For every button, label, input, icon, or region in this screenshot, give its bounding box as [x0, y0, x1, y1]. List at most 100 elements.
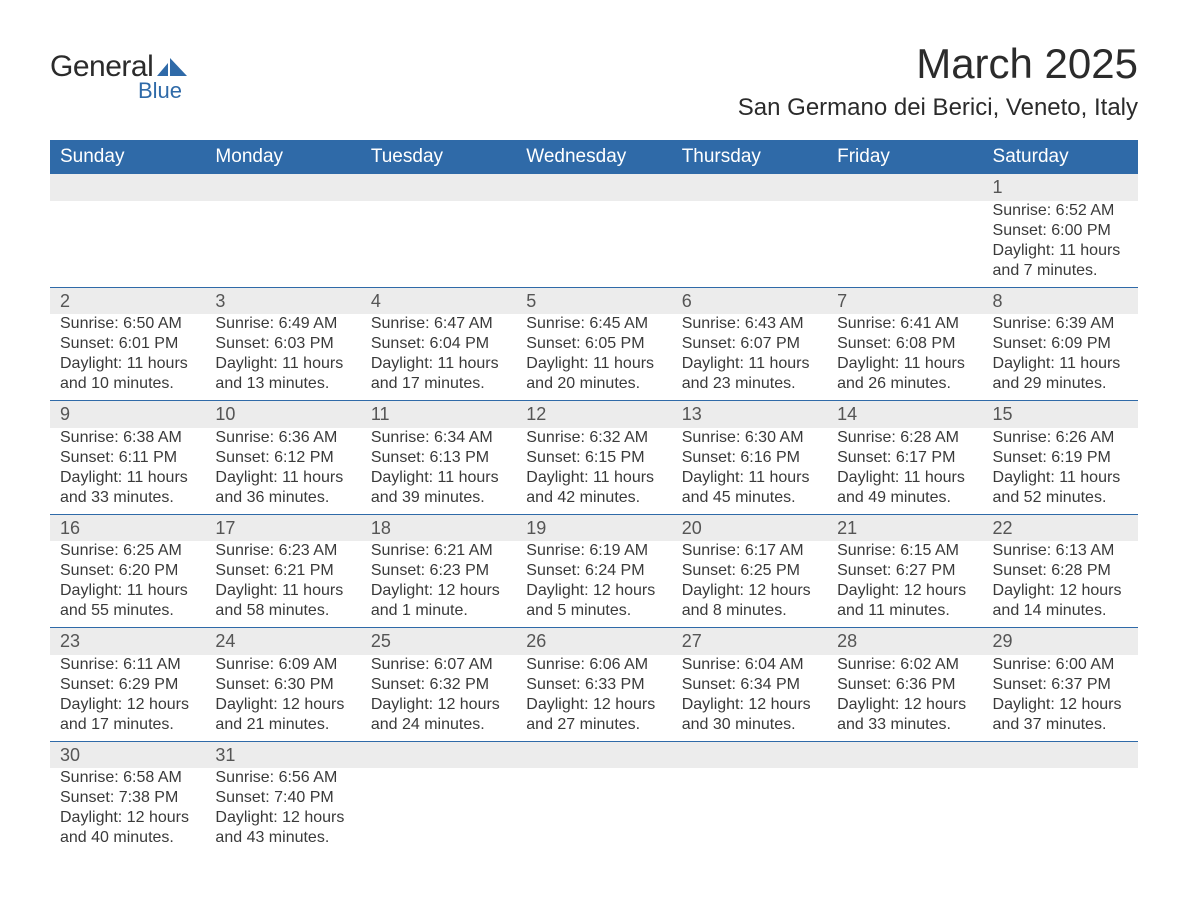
day-detail-cell — [672, 201, 827, 288]
sunrise-line: Sunrise: 6:38 AM — [60, 428, 195, 448]
sunset-line: Sunset: 6:15 PM — [526, 448, 661, 468]
daylight-line: Daylight: 12 hours and 17 minutes. — [60, 695, 195, 735]
sunset-line: Sunset: 6:32 PM — [371, 675, 506, 695]
daylight-line: Daylight: 11 hours and 49 minutes. — [837, 468, 972, 508]
sunrise-line: Sunrise: 6:25 AM — [60, 541, 195, 561]
week-daynum-row: 16171819202122 — [50, 514, 1138, 541]
day-detail-cell — [516, 201, 671, 288]
sunrise-line: Sunrise: 6:17 AM — [682, 541, 817, 561]
day-header: Monday — [205, 140, 360, 174]
week-detail-row: Sunrise: 6:50 AMSunset: 6:01 PM Daylight:… — [50, 314, 1138, 401]
daylight-line: Daylight: 11 hours and 13 minutes. — [215, 354, 350, 394]
day-number-cell: 11 — [361, 401, 516, 428]
week-daynum-row: 3031 — [50, 741, 1138, 768]
day-number-cell: 2 — [50, 287, 205, 314]
day-detail-cell: Sunrise: 6:47 AMSunset: 6:04 PMDaylight:… — [361, 314, 516, 401]
day-number-cell: 17 — [205, 514, 360, 541]
daylight-line: Daylight: 11 hours and 26 minutes. — [837, 354, 972, 394]
day-number-cell: 19 — [516, 514, 671, 541]
daylight-line: Daylight: 12 hours and 1 minute. — [371, 581, 506, 621]
sunrise-line: Sunrise: 6:47 AM — [371, 314, 506, 334]
day-detail-cell: Sunrise: 6:45 AMSunset: 6:05 PMDaylight:… — [516, 314, 671, 401]
day-number-cell: 4 — [361, 287, 516, 314]
day-detail-cell: Sunrise: 6:30 AMSunset: 6:16 PMDaylight:… — [672, 428, 827, 515]
location-subtitle: San Germano dei Berici, Veneto, Italy — [738, 94, 1138, 122]
daylight-line: Daylight: 12 hours and 8 minutes. — [682, 581, 817, 621]
day-number-cell: 23 — [50, 628, 205, 655]
sunrise-line: Sunrise: 6:15 AM — [837, 541, 972, 561]
day-detail-cell — [50, 201, 205, 288]
day-number-cell — [516, 741, 671, 768]
day-detail-cell: Sunrise: 6:07 AMSunset: 6:32 PMDaylight:… — [361, 655, 516, 742]
sunrise-line: Sunrise: 6:11 AM — [60, 655, 195, 675]
day-detail-cell: Sunrise: 6:15 AMSunset: 6:27 PMDaylight:… — [827, 541, 982, 628]
daylight-line: Daylight: 12 hours and 24 minutes. — [371, 695, 506, 735]
sunset-line: Sunset: 6:33 PM — [526, 675, 661, 695]
day-detail-cell — [672, 768, 827, 854]
day-detail-cell — [827, 201, 982, 288]
sunset-line: Sunset: 6:21 PM — [215, 561, 350, 581]
daylight-line: Daylight: 12 hours and 33 minutes. — [837, 695, 972, 735]
day-detail-cell: Sunrise: 6:52 AMSunset: 6:00 PMDaylight:… — [983, 201, 1138, 288]
sunset-line: Sunset: 6:09 PM — [993, 334, 1128, 354]
day-number-cell: 14 — [827, 401, 982, 428]
sunrise-line: Sunrise: 6:36 AM — [215, 428, 350, 448]
sunrise-line: Sunrise: 6:09 AM — [215, 655, 350, 675]
day-detail-cell: Sunrise: 6:09 AMSunset: 6:30 PMDaylight:… — [205, 655, 360, 742]
sunrise-line: Sunrise: 6:30 AM — [682, 428, 817, 448]
daylight-line: Daylight: 11 hours and 42 minutes. — [526, 468, 661, 508]
daylight-line: Daylight: 12 hours and 14 minutes. — [993, 581, 1128, 621]
daylight-line: Daylight: 12 hours and 43 minutes. — [215, 808, 350, 848]
daylight-line: Daylight: 11 hours and 55 minutes. — [60, 581, 195, 621]
day-header: Saturday — [983, 140, 1138, 174]
sunset-line: Sunset: 6:37 PM — [993, 675, 1128, 695]
daylight-line: Daylight: 12 hours and 21 minutes. — [215, 695, 350, 735]
day-detail-cell: Sunrise: 6:17 AMSunset: 6:25 PMDaylight:… — [672, 541, 827, 628]
week-detail-row: Sunrise: 6:52 AMSunset: 6:00 PMDaylight:… — [50, 201, 1138, 288]
day-detail-cell — [516, 768, 671, 854]
day-header: Sunday — [50, 140, 205, 174]
sunset-line: Sunset: 6:23 PM — [371, 561, 506, 581]
day-detail-cell — [827, 768, 982, 854]
day-number-cell: 1 — [983, 174, 1138, 201]
week-daynum-row: 2345678 — [50, 287, 1138, 314]
sunset-line: Sunset: 7:40 PM — [215, 788, 350, 808]
day-detail-cell: Sunrise: 6:13 AMSunset: 6:28 PMDaylight:… — [983, 541, 1138, 628]
sunset-line: Sunset: 7:38 PM — [60, 788, 195, 808]
daylight-line: Daylight: 12 hours and 5 minutes. — [526, 581, 661, 621]
day-header: Thursday — [672, 140, 827, 174]
sunrise-line: Sunrise: 6:32 AM — [526, 428, 661, 448]
sunset-line: Sunset: 6:13 PM — [371, 448, 506, 468]
week-detail-row: Sunrise: 6:38 AMSunset: 6:11 PMDaylight:… — [50, 428, 1138, 515]
day-number-cell: 27 — [672, 628, 827, 655]
day-detail-cell: Sunrise: 6:34 AMSunset: 6:13 PMDaylight:… — [361, 428, 516, 515]
sunset-line: Sunset: 6:01 PM — [60, 334, 195, 354]
day-number-cell: 9 — [50, 401, 205, 428]
day-number-cell: 25 — [361, 628, 516, 655]
sunrise-line: Sunrise: 6:06 AM — [526, 655, 661, 675]
day-number-cell: 28 — [827, 628, 982, 655]
day-detail-cell: Sunrise: 6:32 AMSunset: 6:15 PMDaylight:… — [516, 428, 671, 515]
daylight-line: Daylight: 12 hours and 40 minutes. — [60, 808, 195, 848]
brand-word-2: Blue — [138, 78, 182, 104]
day-number-cell: 3 — [205, 287, 360, 314]
daylight-line: Daylight: 12 hours and 30 minutes. — [682, 695, 817, 735]
day-number-cell: 6 — [672, 287, 827, 314]
daylight-line: Daylight: 11 hours and 36 minutes. — [215, 468, 350, 508]
brand-mark-icon — [157, 54, 187, 76]
day-header: Wednesday — [516, 140, 671, 174]
day-number-cell: 26 — [516, 628, 671, 655]
sunrise-line: Sunrise: 6:28 AM — [837, 428, 972, 448]
week-detail-row: Sunrise: 6:25 AMSunset: 6:20 PMDaylight:… — [50, 541, 1138, 628]
daylight-line: Daylight: 11 hours and 58 minutes. — [215, 581, 350, 621]
day-number-cell: 20 — [672, 514, 827, 541]
daylight-line: Daylight: 12 hours and 37 minutes. — [993, 695, 1128, 735]
sunrise-line: Sunrise: 6:50 AM — [60, 314, 195, 334]
month-title: March 2025 — [738, 40, 1138, 88]
sunrise-line: Sunrise: 6:39 AM — [993, 314, 1128, 334]
sunrise-line: Sunrise: 6:43 AM — [682, 314, 817, 334]
day-detail-cell — [983, 768, 1138, 854]
sunrise-line: Sunrise: 6:56 AM — [215, 768, 350, 788]
day-number-cell — [516, 174, 671, 201]
sunset-line: Sunset: 6:16 PM — [682, 448, 817, 468]
